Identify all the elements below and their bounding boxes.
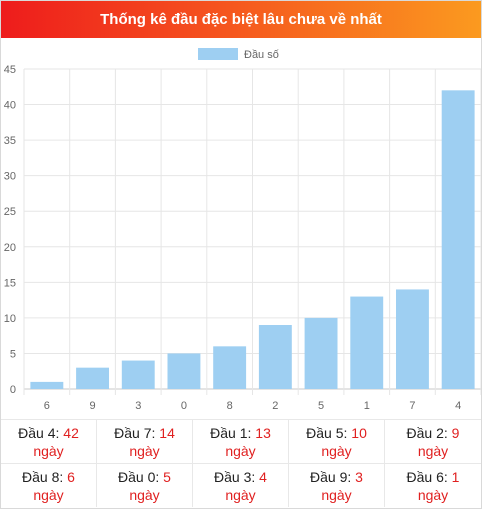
bar — [167, 353, 201, 389]
stat-value: 14 — [159, 425, 175, 441]
y-tick-label: 10 — [4, 313, 16, 325]
stat-value: 4 — [259, 469, 267, 485]
legend-swatch — [198, 48, 238, 60]
y-tick-label: 25 — [4, 206, 16, 218]
stat-unit: ngày — [33, 487, 64, 503]
stat-label: Đầu 6: — [406, 469, 448, 485]
y-tick-label: 40 — [4, 100, 16, 112]
stat-label: Đầu 1: — [210, 425, 252, 441]
y-tick-label: 35 — [4, 135, 16, 147]
stat-label: Đầu 0: — [118, 469, 160, 485]
stat-unit: ngày — [417, 487, 449, 503]
stat-label: Đầu 7: — [114, 425, 156, 441]
stat-value: 1 — [451, 469, 460, 485]
y-tick-label: 20 — [4, 242, 16, 254]
x-tick-label: 0 — [181, 400, 187, 412]
bar — [304, 317, 338, 389]
stat-value: 3 — [355, 469, 363, 485]
y-tick-label: 5 — [10, 348, 16, 360]
stat-unit: ngày — [321, 443, 352, 459]
stat-unit: ngày — [321, 487, 352, 503]
bar — [76, 367, 110, 389]
stat-unit: ngày — [225, 443, 256, 459]
x-tick-label: 1 — [364, 400, 370, 412]
stat-cell: Đầu 7: 14 ngày — [97, 419, 193, 463]
legend-label: Đầu số — [244, 49, 279, 61]
stat-value: 5 — [163, 469, 171, 485]
stat-value: 9 — [451, 425, 460, 441]
stat-cell: Đầu 4: 42 ngày — [1, 419, 97, 463]
x-tick-label: 2 — [272, 400, 278, 412]
stat-cell: Đầu 0: 5 ngày — [97, 463, 193, 507]
x-tick-label: 7 — [409, 400, 415, 412]
stat-unit: ngày — [129, 487, 160, 503]
widget-title: Thống kê đầu đặc biệt lâu chưa về nhất — [1, 1, 481, 38]
bar — [30, 381, 64, 389]
stat-label: Đầu 4: — [18, 425, 60, 441]
stat-value: 10 — [351, 425, 367, 441]
x-tick-label: 3 — [135, 400, 141, 412]
stat-label: Đầu 9: — [310, 469, 352, 485]
stats-grid: Đầu 4: 42 ngày Đầu 7: 14 ngày Đầu 1: 13 … — [1, 419, 481, 508]
y-tick-label: 30 — [4, 171, 16, 183]
x-tick-label: 9 — [89, 400, 95, 412]
stat-unit: ngày — [417, 443, 449, 459]
stat-value: 42 — [63, 425, 79, 441]
bar — [213, 346, 247, 389]
x-tick-label: 5 — [318, 400, 324, 412]
stat-unit: ngày — [129, 443, 160, 459]
stat-unit: ngày — [33, 443, 64, 459]
bar — [258, 325, 292, 389]
stat-label: Đầu 2: — [406, 425, 448, 441]
stat-value: 13 — [255, 425, 271, 441]
y-tick-label: 15 — [4, 277, 16, 289]
stat-cell: Đầu 5: 10 ngày — [289, 419, 385, 463]
stat-label: Đầu 8: — [22, 469, 64, 485]
x-tick-label: 4 — [455, 400, 461, 412]
stat-label: Đầu 5: — [306, 425, 348, 441]
bar — [441, 90, 475, 390]
bar — [395, 289, 429, 389]
stat-cell: Đầu 1: 13 ngày — [193, 419, 289, 463]
stat-cell: Đầu 8: 6 ngày — [1, 463, 97, 507]
stat-label: Đầu 3: — [214, 469, 256, 485]
bar — [350, 296, 384, 389]
stat-unit: ngày — [225, 487, 256, 503]
x-tick-label: 8 — [227, 400, 233, 412]
x-tick-label: 6 — [44, 400, 50, 412]
stat-cell: Đầu 2: 9 ngày — [385, 419, 481, 463]
stat-cell: Đầu 3: 4 ngày — [193, 463, 289, 507]
stat-cell: Đầu 6: 1 ngày — [385, 463, 481, 507]
y-tick-label: 0 — [10, 384, 16, 396]
stat-cell: Đầu 9: 3 ngày — [289, 463, 385, 507]
stat-value: 6 — [67, 469, 75, 485]
y-tick-label: 45 — [4, 64, 16, 76]
bar — [121, 360, 155, 389]
